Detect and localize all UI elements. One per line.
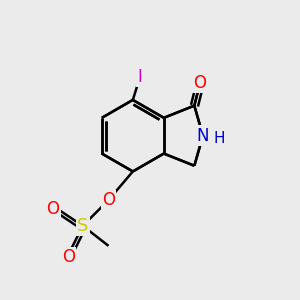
Text: O: O [102, 191, 115, 209]
Text: I: I [137, 68, 142, 86]
Text: S: S [77, 217, 88, 235]
Text: O: O [62, 248, 75, 266]
Text: O: O [194, 74, 207, 92]
Text: H: H [214, 131, 225, 146]
Text: N: N [197, 127, 209, 145]
Text: O: O [46, 200, 59, 218]
